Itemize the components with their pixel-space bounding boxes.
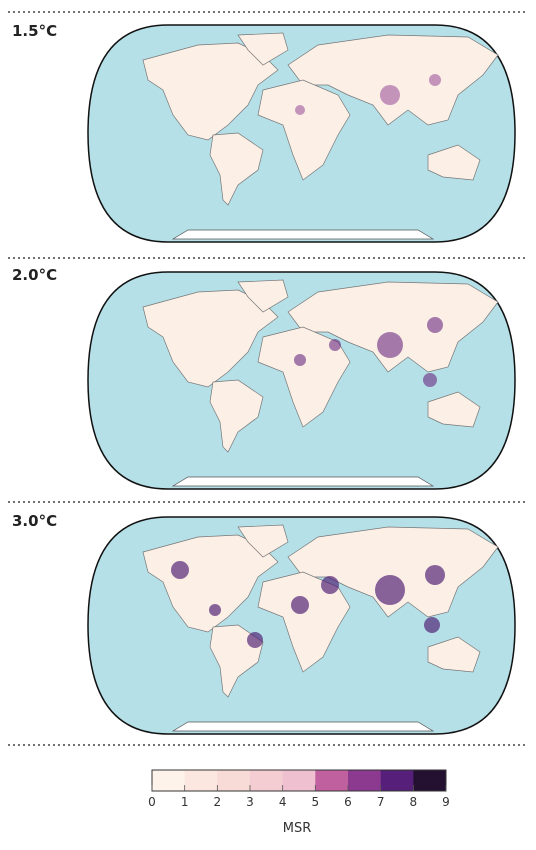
tick-label: 0 bbox=[148, 795, 156, 809]
tick-label: 9 bbox=[442, 795, 450, 809]
color-bin bbox=[282, 770, 316, 791]
hotspots bbox=[294, 317, 443, 387]
world-map bbox=[87, 516, 516, 735]
color-bin bbox=[152, 770, 186, 791]
panel-title: 1.5°C bbox=[12, 22, 57, 40]
hotspots bbox=[171, 561, 445, 648]
world-map bbox=[87, 271, 516, 490]
map-panel: 2.0°C bbox=[12, 266, 516, 490]
colorbar: 0 1 2 3 4 5 6 7 8 9 bbox=[148, 769, 450, 809]
tick-label: 8 bbox=[410, 795, 418, 809]
map-panel: 3.0°C bbox=[12, 512, 516, 735]
tick-label: 1 bbox=[181, 795, 189, 809]
tick-label: 3 bbox=[246, 795, 254, 809]
panel-title: 2.0°C bbox=[12, 266, 57, 284]
hotspots bbox=[295, 74, 441, 115]
world-map bbox=[87, 24, 516, 243]
colorbar-label: MSR bbox=[283, 821, 312, 836]
color-bin bbox=[413, 770, 447, 791]
tick-label: 6 bbox=[344, 795, 352, 809]
tick-label: 4 bbox=[279, 795, 287, 809]
color-bin bbox=[315, 770, 349, 791]
color-bin bbox=[348, 770, 382, 791]
color-bin bbox=[250, 770, 284, 791]
map-panel: 1.5°C bbox=[12, 22, 516, 243]
tick-label: 2 bbox=[214, 795, 222, 809]
panel-title: 3.0°C bbox=[12, 512, 57, 530]
tick-label: 7 bbox=[377, 795, 385, 809]
color-bin bbox=[184, 770, 218, 791]
colorbar-frame bbox=[151, 769, 447, 792]
tick-label: 5 bbox=[312, 795, 320, 809]
color-bin bbox=[217, 770, 251, 791]
color-bin bbox=[380, 770, 414, 791]
